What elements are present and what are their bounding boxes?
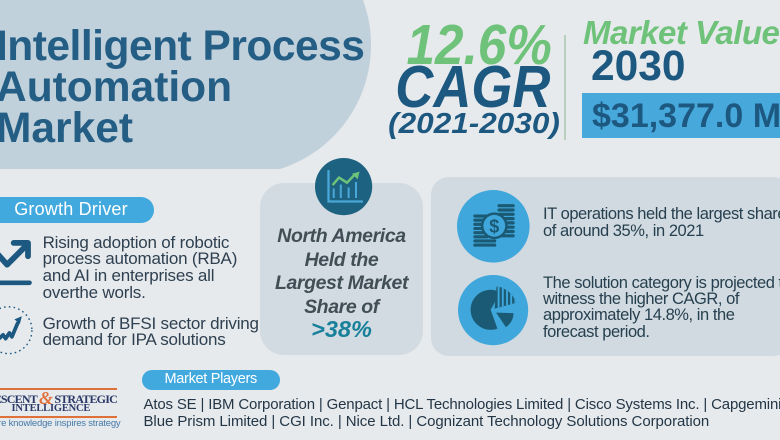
svg-text:$: $ [489,216,499,236]
